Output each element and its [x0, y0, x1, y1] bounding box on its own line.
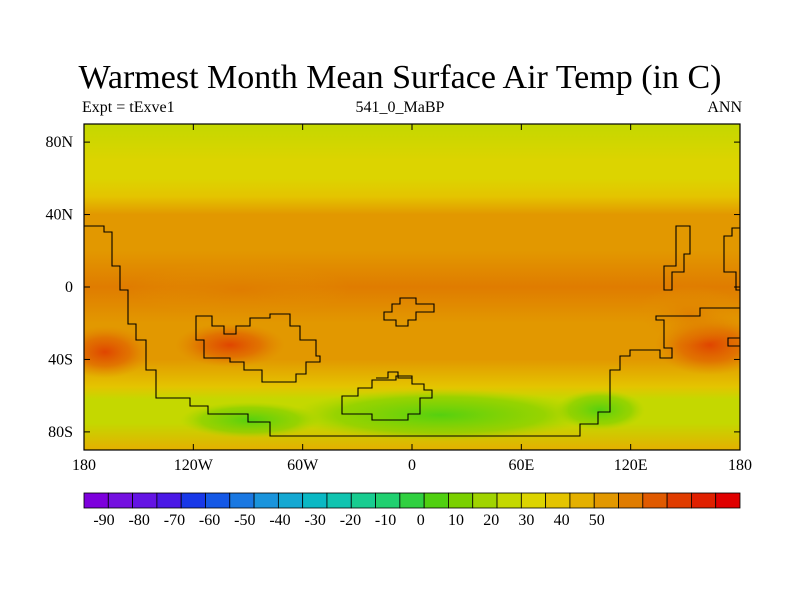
- colorbar-swatch: [205, 492, 231, 509]
- colorbar-label: -20: [340, 512, 361, 529]
- colorbar-swatch: [691, 492, 717, 509]
- y-tick-label: 40N: [45, 207, 73, 224]
- time-label: 541_0_MaBP: [355, 99, 445, 116]
- colorbar-swatch: [350, 492, 376, 509]
- colorbar-label: -40: [269, 512, 290, 529]
- colorbar-label: 0: [417, 512, 425, 529]
- x-tick-label: 120W: [174, 457, 214, 474]
- map-title: Warmest Month Mean Surface Air Temp (in …: [78, 59, 722, 96]
- colorbar-label: 20: [483, 512, 499, 529]
- colorbar-swatch: [229, 492, 255, 509]
- cool-region-antarctic-west: [180, 402, 320, 438]
- coastlines: [84, 225, 740, 437]
- colorbar-label: 40: [554, 512, 570, 529]
- colorbar-label: -80: [129, 512, 150, 529]
- x-tick-label: 60W: [287, 457, 319, 474]
- colorbar-swatch: [496, 492, 522, 509]
- colorbar-swatch: [642, 492, 668, 509]
- coastline-southern-block: [341, 375, 433, 421]
- colorbar-swatch: [156, 492, 182, 509]
- colorbar-label: -70: [164, 512, 185, 529]
- warm-region-pacific: [130, 262, 350, 318]
- x-tick-label: 180: [728, 457, 752, 474]
- warm-region-south-america: [175, 323, 285, 367]
- colorbar-swatch: [569, 492, 595, 509]
- y-tick-label: 80S: [48, 424, 73, 441]
- colorbar-swatch: [107, 492, 133, 509]
- coastline-laurentia: [195, 313, 321, 383]
- colorbar-swatch: [375, 492, 401, 509]
- colorbar-label: 50: [589, 512, 605, 529]
- y-tick-label: 40S: [48, 351, 73, 368]
- coastline-baltica: [383, 297, 435, 327]
- colorbar-label: -90: [93, 512, 114, 529]
- colorbar-swatch: [326, 492, 352, 509]
- colorbar-swatch: [180, 492, 206, 509]
- x-tick-label: 60E: [508, 457, 534, 474]
- colorbar-swatch: [448, 492, 474, 509]
- colorbar-label: 30: [518, 512, 534, 529]
- x-axis-ticks: 180 120W 60W 0 60E 120E 180: [72, 124, 752, 474]
- colorbar-swatch: [593, 492, 619, 509]
- x-tick-label: 180: [72, 457, 96, 474]
- colorbar-swatch: [520, 492, 547, 509]
- colorbar-label: -50: [234, 512, 255, 529]
- experiment-label: Expt = tExve1: [82, 99, 175, 116]
- hot-region-west: [84, 326, 150, 378]
- coastline-gondwana: [84, 225, 740, 437]
- colorbar-swatch: [618, 492, 644, 509]
- colorbar-swatch: [472, 492, 498, 509]
- colorbar-swatch: [545, 492, 571, 509]
- colorbar-label: -10: [375, 512, 396, 529]
- coastline-east-block: [727, 337, 740, 347]
- colorbar-label: -30: [305, 512, 326, 529]
- colorbar-label: -60: [199, 512, 220, 529]
- colorbar-swatch: [715, 492, 741, 509]
- cool-region-antarctic: [290, 389, 590, 441]
- colorbar-swatch: [83, 492, 109, 509]
- colorbar-swatch: [423, 492, 449, 509]
- coastline-siberia: [663, 225, 691, 291]
- y-axis-ticks: 80N 40N 0 40S 80S: [45, 134, 740, 441]
- colorbar-swatch: [399, 492, 425, 509]
- colorbar-swatch: [253, 492, 279, 509]
- colorbar-swatch: [277, 492, 304, 509]
- warm-region-east: [635, 285, 740, 345]
- cool-region-antarctic-east: [555, 390, 645, 430]
- x-tick-label: 120E: [614, 457, 648, 474]
- colorbar: -90 -80 -70 -60 -50 -40 -30 -20 -10 0 10 20 30 40 50: [83, 492, 741, 529]
- x-tick-label: 0: [408, 457, 416, 474]
- colorbar-swatch: [302, 492, 328, 509]
- colorbar-swatch: [132, 492, 158, 509]
- colorbar-label: 10: [448, 512, 464, 529]
- season-label: ANN: [707, 99, 742, 116]
- y-tick-label: 0: [65, 279, 73, 296]
- coastline-southern-islet: [376, 371, 412, 379]
- y-tick-label: 80N: [45, 134, 73, 151]
- colorbar-swatch: [666, 492, 692, 509]
- temperature-field: [84, 124, 740, 450]
